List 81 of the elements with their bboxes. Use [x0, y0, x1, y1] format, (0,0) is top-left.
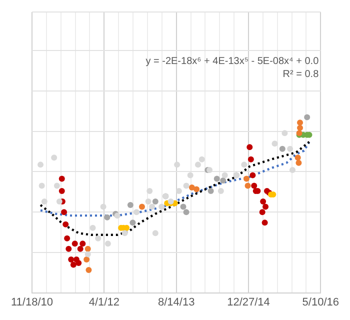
point: [218, 188, 224, 194]
point: [90, 224, 96, 231]
x-tick-label: 12/27/14: [227, 296, 270, 308]
point: [183, 182, 190, 189]
point: [198, 156, 205, 162]
point: [84, 251, 91, 258]
point: [68, 256, 74, 262]
x-tick-label: 5/10/16: [302, 296, 339, 308]
point: [38, 182, 45, 189]
point: [84, 246, 91, 252]
point: [100, 204, 106, 210]
point: [260, 198, 266, 205]
point: [66, 246, 72, 252]
point: [51, 154, 58, 161]
point: [262, 204, 269, 210]
point: [290, 166, 296, 173]
point: [80, 240, 86, 247]
point: [95, 235, 102, 242]
point: [152, 198, 158, 205]
point: [41, 198, 48, 205]
point: [244, 182, 251, 189]
point: [72, 240, 78, 247]
point: [243, 176, 250, 182]
point: [241, 162, 248, 168]
point: [296, 160, 302, 166]
point: [133, 209, 140, 216]
point: [130, 220, 136, 226]
point: [76, 260, 82, 266]
point: [222, 172, 228, 178]
point: [259, 209, 266, 216]
point: [187, 172, 194, 178]
point: [54, 182, 60, 189]
point: [248, 156, 254, 162]
point: [194, 162, 201, 168]
point: [56, 198, 62, 205]
point: [64, 235, 70, 242]
point: [145, 198, 152, 205]
x-tick-label: 11/18/10: [10, 296, 54, 308]
point: [86, 266, 92, 273]
point: [127, 202, 134, 208]
point: [174, 162, 180, 168]
x-tick-label: 4/1/12: [88, 296, 120, 308]
point: [62, 221, 69, 228]
x-tick-label: 8/14/13: [158, 296, 195, 308]
point: [70, 262, 76, 268]
point: [251, 182, 258, 189]
point: [250, 172, 256, 178]
point: [208, 188, 214, 194]
point: [194, 186, 200, 192]
point: [138, 204, 145, 210]
point: [287, 146, 294, 152]
point: [146, 188, 153, 194]
point: [104, 240, 111, 247]
point: [220, 177, 226, 184]
point: [38, 162, 44, 168]
point: [214, 176, 220, 182]
point: [297, 120, 304, 126]
text: y = -2E-18x⁶ + 4E-13x⁵ - 5E-08x⁴ + 0.0: [146, 56, 320, 67]
point: [122, 230, 128, 236]
point: [279, 146, 286, 152]
point: [61, 209, 68, 216]
text: R² = 0.8: [282, 68, 320, 80]
point: [294, 154, 301, 161]
point: [262, 220, 268, 226]
point: [297, 124, 304, 131]
point: [282, 130, 288, 136]
point: [183, 209, 190, 216]
point: [104, 214, 110, 220]
point: [246, 144, 253, 150]
point: [149, 204, 156, 210]
point: [272, 140, 278, 147]
point: [84, 256, 90, 262]
point: [176, 188, 182, 194]
point: [180, 204, 186, 210]
point: [152, 230, 158, 236]
point: [158, 204, 165, 210]
point: [58, 176, 65, 182]
point: [188, 184, 195, 190]
point: [58, 188, 65, 194]
point: [304, 114, 310, 120]
point: [77, 246, 84, 252]
